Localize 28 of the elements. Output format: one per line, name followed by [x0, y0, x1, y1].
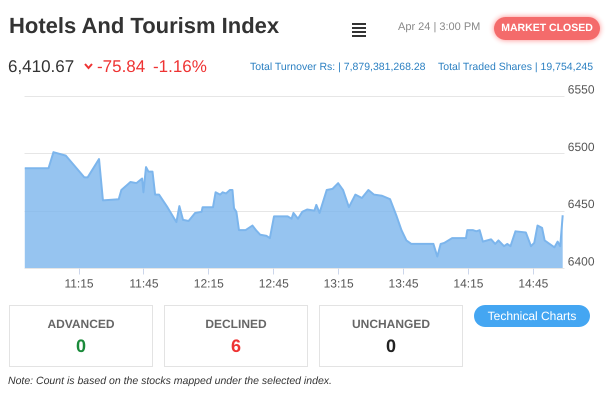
text: Total Traded Shares | 19,754,245 [438, 61, 594, 73]
x-tick-label: 11:45 [129, 276, 159, 290]
text: Apr 24 | 3:00 PM [398, 21, 480, 33]
text: 0 [74, 336, 87, 357]
y-tick-label: 6450 [568, 197, 595, 212]
text: 6,410.67 [8, 57, 74, 77]
text: 6 [230, 336, 242, 357]
text: ADVANCED [46, 317, 116, 331]
text: UNCHANGED [351, 317, 431, 331]
text: Total Turnover Rs: | 7,879,381,268.28 [250, 61, 426, 73]
text: -75.84 [97, 57, 146, 77]
text: -1.16% [153, 57, 207, 77]
y-tick-label: 6400 [568, 254, 595, 268]
text: Note: Count is based on the stocks mapped under the selected index. [8, 375, 332, 387]
x-tick-label: 11:15 [64, 276, 94, 290]
y-tick-label: 6500 [568, 140, 595, 154]
x-tick-label: 13:45 [388, 276, 419, 290]
x-tick-label: 14:45 [518, 276, 549, 290]
x-tick-label: 14:15 [453, 276, 484, 290]
text: Technical Charts [474, 305, 590, 327]
x-tick-label: 12:45 [258, 276, 290, 290]
chart-title: Hotels And Tourism Index [9, 13, 280, 39]
text: 0 [384, 336, 397, 357]
y-tick-label: 6550 [568, 82, 595, 96]
x-tick-label: 12:15 [194, 276, 224, 290]
text: DECLINED [204, 317, 268, 331]
text: MARKET CLOSED [494, 17, 600, 40]
x-tick-label: 13:15 [324, 276, 354, 290]
